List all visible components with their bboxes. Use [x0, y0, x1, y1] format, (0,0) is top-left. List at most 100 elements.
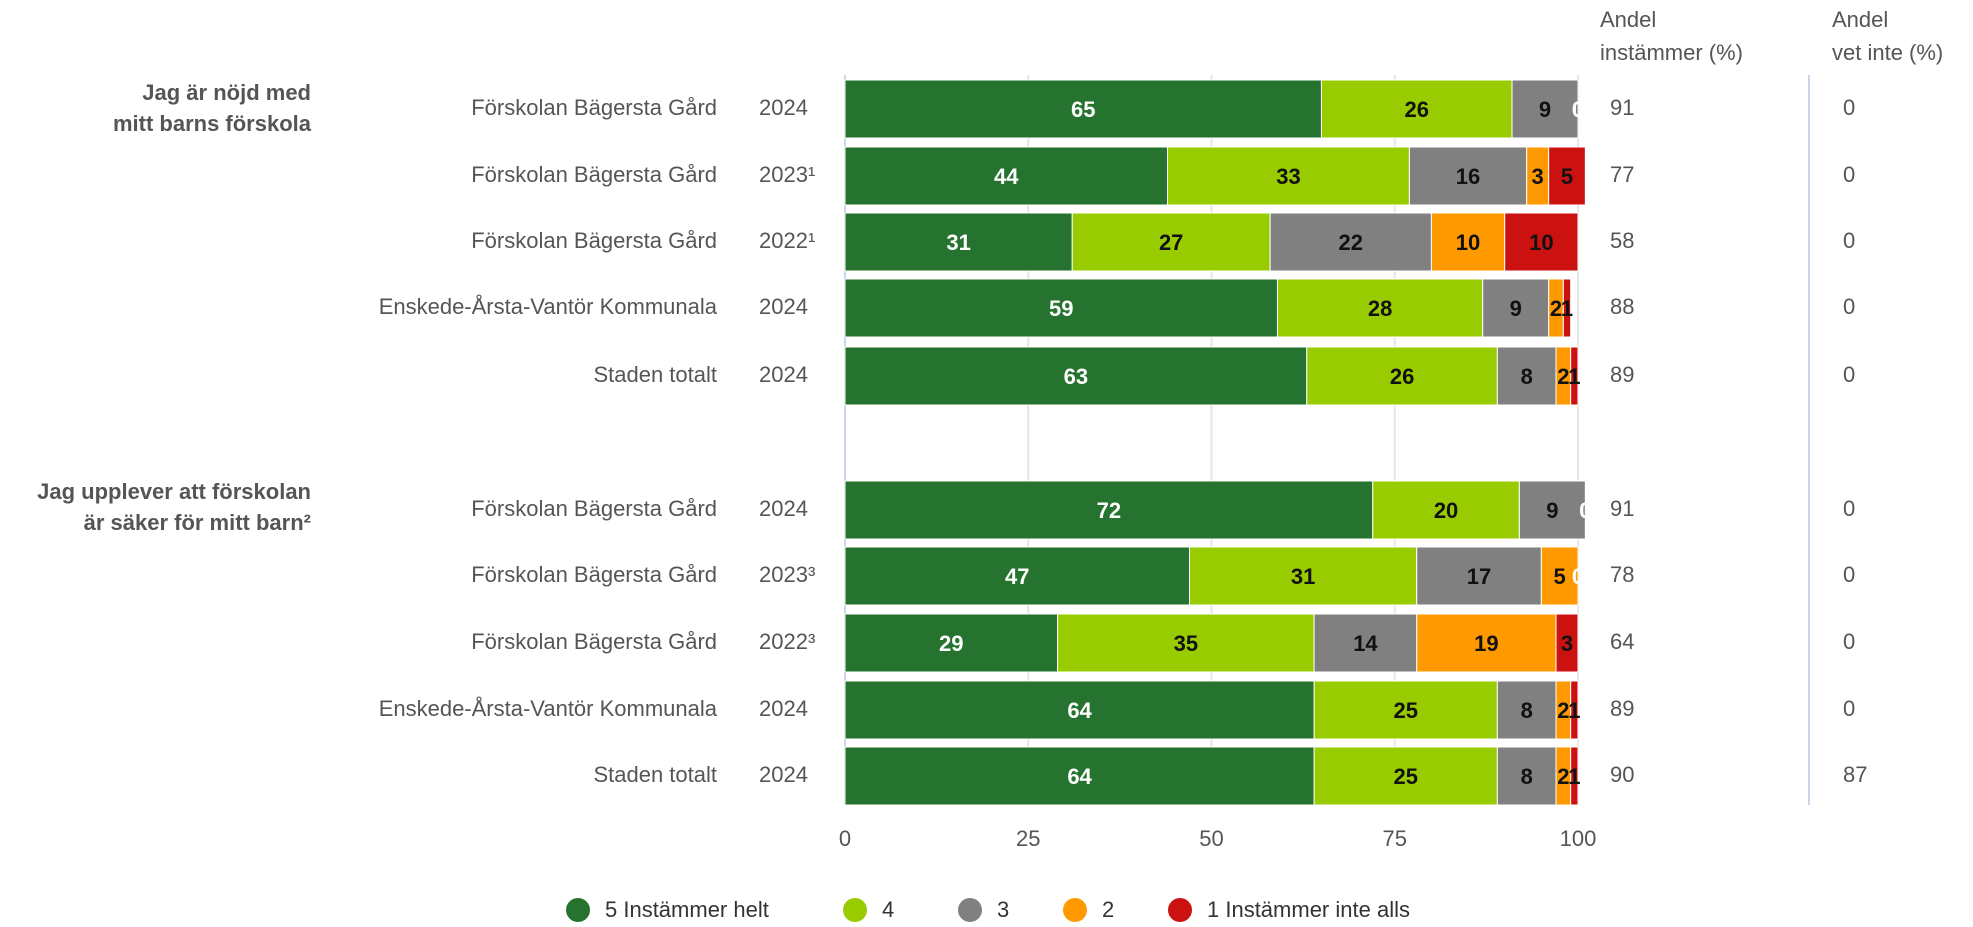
legend-label: 1 Instämmer inte alls [1207, 897, 1410, 922]
column-value: 58 [1610, 228, 1634, 253]
bar-segment [844, 278, 1278, 338]
group-label: Jag är nöjd med [142, 80, 311, 105]
category-label: Enskede-Årsta-Vantör Kommunala [379, 294, 718, 319]
column-value: 64 [1610, 629, 1634, 654]
category-label: Förskolan Bägersta Gård [471, 496, 717, 521]
data-label: 2 [1557, 364, 1569, 389]
bar-segment [1555, 613, 1579, 673]
data-label: 5 [1561, 164, 1573, 189]
bar-segment [1306, 346, 1498, 406]
column-header: instämmer (%) [1600, 40, 1743, 65]
bar-segment [1496, 346, 1557, 406]
column-header: Andel [1832, 7, 1888, 32]
category-label: Staden totalt [593, 762, 717, 787]
year-label: 2023³ [759, 562, 815, 587]
data-label: 27 [1159, 230, 1183, 255]
data-label: 31 [1291, 564, 1315, 589]
data-label: 1 [1568, 364, 1580, 389]
column-value: 0 [1843, 362, 1855, 387]
data-label: 31 [946, 230, 970, 255]
data-label: 9 [1546, 498, 1558, 523]
legend-marker [958, 898, 982, 922]
year-label: 2023¹ [759, 162, 815, 187]
column-value: 0 [1843, 562, 1855, 587]
data-label: 25 [1394, 764, 1418, 789]
data-label: 63 [1064, 364, 1088, 389]
data-label: 0 [1579, 498, 1591, 523]
column-value: 87 [1843, 762, 1867, 787]
bar-segment [1313, 746, 1498, 806]
data-label: 72 [1097, 498, 1121, 523]
x-tick-label: 75 [1383, 826, 1407, 851]
data-label: 0 [1572, 97, 1584, 122]
column-value: 78 [1610, 562, 1634, 587]
bar-segment [1482, 278, 1550, 338]
bar-segment [1276, 278, 1484, 338]
data-label: 29 [939, 631, 963, 656]
bar-segment [844, 480, 1374, 540]
data-label: 2 [1557, 698, 1569, 723]
column-value: 0 [1843, 294, 1855, 319]
column-header: Andel [1600, 7, 1656, 32]
legend-marker [566, 898, 590, 922]
data-label: 8 [1521, 364, 1533, 389]
column-header: vet inte (%) [1832, 40, 1943, 65]
bar-segment [1408, 146, 1528, 206]
category-label: Förskolan Bägersta Gård [471, 95, 717, 120]
data-label: 3 [1532, 164, 1544, 189]
x-tick-label: 50 [1199, 826, 1223, 851]
bar-segment [844, 146, 1169, 206]
data-label: 10 [1456, 230, 1480, 255]
bar-segment [844, 680, 1315, 740]
bar-segment [1518, 480, 1586, 540]
legend-marker [843, 898, 867, 922]
bar-segment [1071, 212, 1271, 272]
column-value: 89 [1610, 362, 1634, 387]
bar-segment [1313, 613, 1418, 673]
column-value: 0 [1843, 696, 1855, 721]
data-label: 35 [1174, 631, 1198, 656]
data-label: 1 [1568, 698, 1580, 723]
bar-segment [1430, 212, 1506, 272]
data-label: 19 [1474, 631, 1498, 656]
year-label: 2024 [759, 95, 808, 120]
data-label: 22 [1339, 230, 1363, 255]
column-value: 89 [1610, 696, 1634, 721]
legend-label: 2 [1102, 897, 1114, 922]
data-label: 59 [1049, 296, 1073, 321]
data-label: 65 [1071, 97, 1095, 122]
data-label: 14 [1353, 631, 1378, 656]
column-value: 0 [1843, 162, 1855, 187]
bar-segment [1548, 146, 1586, 206]
bar-segment [1167, 146, 1410, 206]
year-label: 2024 [759, 362, 808, 387]
column-value: 90 [1610, 762, 1634, 787]
year-label: 2024 [759, 696, 808, 721]
bar-segment [844, 746, 1315, 806]
bar-segment [1416, 546, 1542, 606]
x-tick-label: 25 [1016, 826, 1040, 851]
data-label: 64 [1067, 698, 1092, 723]
bar-segment [1189, 546, 1418, 606]
column-value: 77 [1610, 162, 1634, 187]
bar-segment [1496, 680, 1557, 740]
column-value: 0 [1843, 95, 1855, 120]
group-label: är säker för mitt barn² [84, 510, 311, 535]
bar-segment [1570, 680, 1579, 740]
bar-segment [1570, 346, 1579, 406]
data-label: 25 [1394, 698, 1418, 723]
year-label: 2024 [759, 762, 808, 787]
year-label: 2024 [759, 496, 808, 521]
category-label: Förskolan Bägersta Gård [471, 562, 717, 587]
group-label: mitt barns förskola [113, 111, 312, 136]
data-label: 17 [1467, 564, 1491, 589]
bar-segment [1511, 79, 1579, 139]
data-label: 26 [1404, 97, 1428, 122]
bar-segment [844, 613, 1059, 673]
data-label: 9 [1510, 296, 1522, 321]
legend-label: 4 [882, 897, 894, 922]
column-value: 0 [1843, 496, 1855, 521]
year-label: 2024 [759, 294, 808, 319]
bar-segment [1496, 746, 1557, 806]
